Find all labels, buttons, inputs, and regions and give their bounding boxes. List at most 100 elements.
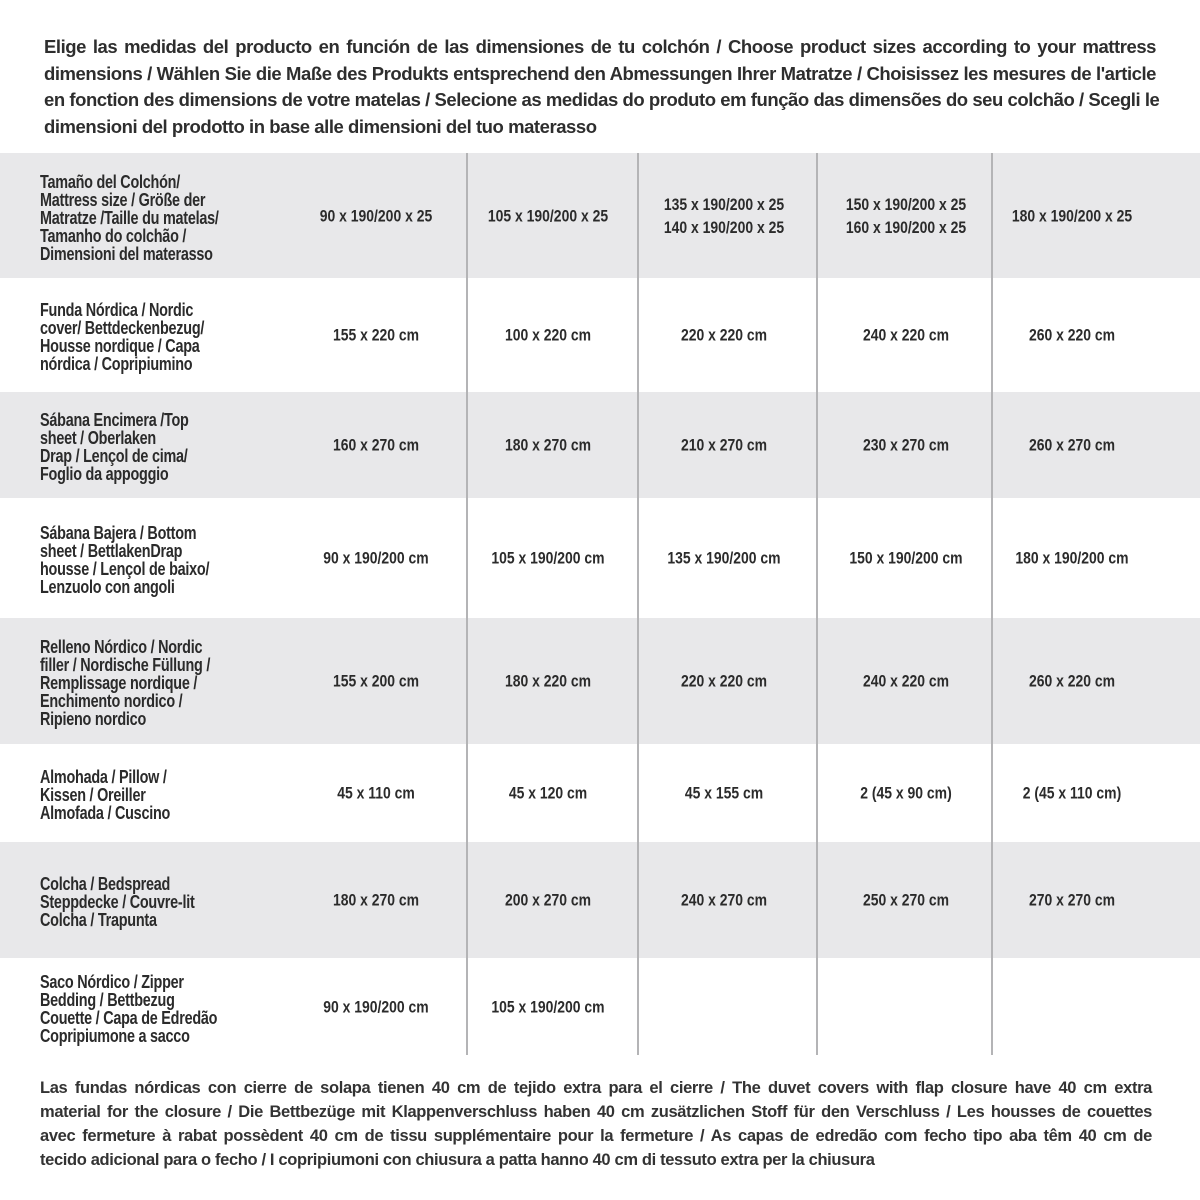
table-row: Saco Nórdico / Zipper Bedding / Bettbezug…: [0, 958, 1200, 1055]
size-value: 140 x 190/200 x 25: [663, 217, 785, 237]
size-value: 160 x 270 cm: [332, 435, 420, 455]
size-cell: 180 x 270 cm: [333, 889, 419, 912]
size-cell: 240 x 220 cm: [863, 670, 949, 693]
row-label-line: Almofada / Cuscino: [40, 803, 171, 823]
size-cell: 2 (45 x 90 cm): [860, 782, 951, 805]
intro-line: en fonction des dimensions de votre mate…: [44, 89, 1160, 110]
footnote-line: material for the closure / Die Bettbezüg…: [40, 1103, 1152, 1121]
table-row: Sábana Bajera / Bottom sheet / BettlakenD…: [0, 498, 1200, 618]
size-cell: 210 x 270 cm: [681, 434, 767, 457]
size-cell: 260 x 270 cm: [1029, 434, 1115, 457]
size-value: 155 x 220 cm: [332, 325, 420, 345]
row-label-line: Kissen / Oreiller: [40, 785, 146, 805]
size-cell: 105 x 190/200 cm: [491, 547, 604, 570]
row-label: Relleno Nórdico / Nordic filler / Nordisc…: [40, 638, 280, 728]
size-cell: 220 x 220 cm: [681, 324, 767, 347]
size-value: 180 x 270 cm: [504, 435, 592, 455]
row-label-line: filler / Nordische Füllung /: [40, 655, 211, 675]
row-label-line: Foglio da appoggio: [40, 464, 169, 484]
size-value: 105 x 190/200 cm: [491, 997, 605, 1016]
intro-paragraph: Elige las medidas del producto en funció…: [44, 34, 1160, 140]
row-label-line: Bedding / Bettbezug: [40, 989, 175, 1010]
size-value: 230 x 270 cm: [862, 435, 950, 455]
size-cell: 100 x 220 cm: [505, 324, 591, 347]
table-row: Colcha / Bedspread Steppdecke / Couvre-li…: [0, 842, 1200, 958]
size-value: 200 x 270 cm: [504, 890, 592, 910]
row-label-line: Enchimento nordico /: [40, 691, 183, 711]
header-row: Tamaño del Colchón/Mattress size / Größe…: [0, 153, 1200, 278]
size-cell: 105 x 190/200 cm: [491, 995, 604, 1018]
row-label-line: Mattress size / Größe der: [40, 189, 206, 210]
row-label-line: Almohada / Pillow /: [40, 767, 167, 787]
size-value: 105 x 190/200 x 25: [487, 206, 609, 225]
size-cell: 90 x 190/200 cm: [323, 547, 428, 570]
column-divider: [991, 153, 993, 1055]
row-label-line: Ripieno nordico: [40, 709, 146, 729]
row-label-line: Matratze /Taille du matelas/: [40, 207, 219, 228]
size-cell: 90 x 190/200 x 25: [320, 204, 432, 227]
row-label-line: Copripiumone a sacco: [40, 1025, 190, 1046]
size-value: 135 x 190/200 x 25: [663, 194, 785, 214]
size-cell: 160 x 270 cm: [333, 434, 419, 457]
table-row: Almohada / Pillow / Kissen / Oreiller Almo…: [0, 744, 1200, 842]
size-cell: 150 x 190/200 x 25 160 x 190/200 x 25: [846, 193, 966, 239]
size-value: 90 x 190/200 cm: [323, 997, 429, 1016]
size-value: 90 x 190/200 x 25: [319, 206, 433, 225]
size-cell: 220 x 220 cm: [681, 670, 767, 693]
column-divider: [816, 153, 818, 1055]
size-cell: 270 x 270 cm: [1029, 889, 1115, 912]
row-label-line: Sábana Bajera / Bottom: [40, 523, 197, 543]
size-cell: 135 x 190/200 x 25 140 x 190/200 x 25: [664, 193, 784, 239]
row-label-line: sheet / Oberlaken: [40, 428, 156, 448]
size-value: 135 x 190/200 cm: [667, 548, 781, 568]
size-value: 180 x 190/200 cm: [1015, 548, 1129, 568]
intro-line: Elige las medidas del producto en funció…: [44, 36, 1156, 57]
size-value: 45 x 120 cm: [508, 783, 588, 803]
footnote-paragraph: Las fundas nórdicas con cierre de solapa…: [40, 1076, 1152, 1172]
size-value: 180 x 220 cm: [504, 671, 592, 691]
size-value: 180 x 270 cm: [332, 890, 420, 910]
size-cell: 180 x 220 cm: [505, 670, 591, 693]
row-label-line: Tamanho do colchão /: [40, 225, 187, 246]
size-cell: 240 x 270 cm: [681, 889, 767, 912]
column-divider: [466, 153, 468, 1055]
row-label-line: Colcha / Trapunta: [40, 910, 157, 930]
row-label-line: Saco Nórdico / Zipper: [40, 971, 184, 992]
size-value: 150 x 190/200 x 25: [845, 194, 967, 214]
row-label-line: nórdica / Copripiumino: [40, 354, 193, 374]
size-value: 260 x 220 cm: [1028, 325, 1116, 345]
size-cell: 105 x 190/200 x 25: [488, 204, 608, 227]
table-row: Relleno Nórdico / Nordic filler / Nordisc…: [0, 618, 1200, 744]
row-label-line: Colcha / Bedspread: [40, 874, 171, 894]
size-value: 45 x 110 cm: [337, 783, 415, 803]
size-cell: 200 x 270 cm: [505, 889, 591, 912]
size-cell: 150 x 190/200 cm: [849, 547, 962, 570]
size-cell: 2 (45 x 110 cm): [1023, 782, 1121, 805]
size-cell: 250 x 270 cm: [863, 889, 949, 912]
footnote-line: tecido adicional para o fecho / I coprip…: [40, 1151, 875, 1169]
row-label: Tamaño del Colchón/Mattress size / Größe…: [40, 173, 280, 263]
footnote-line: avec fermeture à rabat possèdent 40 cm d…: [40, 1127, 1152, 1145]
size-value: 90 x 190/200 cm: [323, 548, 429, 568]
row-label-line: Funda Nórdica / Nordic: [40, 300, 194, 320]
row-label-line: Remplissage nordique /: [40, 673, 198, 693]
footnote-line: Las fundas nórdicas con cierre de solapa…: [40, 1079, 1152, 1097]
size-value: 240 x 270 cm: [680, 890, 768, 910]
size-cell: 45 x 110 cm: [337, 782, 415, 805]
size-cell: 260 x 220 cm: [1029, 324, 1115, 347]
size-value: 260 x 270 cm: [1028, 435, 1116, 455]
row-label: Saco Nórdico / Zipper Bedding / Bettbezug…: [40, 973, 280, 1045]
row-label-line: Sábana Encimera /Top: [40, 410, 189, 430]
size-value: 155 x 200 cm: [332, 671, 420, 691]
size-value: 45 x 155 cm: [684, 783, 764, 803]
size-cell: 135 x 190/200 cm: [667, 547, 780, 570]
size-value: 270 x 270 cm: [1028, 890, 1116, 910]
row-label-line: cover/ Bettdeckenbezug/: [40, 318, 205, 338]
size-value: 2 (45 x 110 cm): [1022, 783, 1122, 803]
row-label-line: Dimensioni del materasso: [40, 243, 213, 264]
table-row: Funda Nórdica / Nordic cover/ Bettdeckenb…: [0, 278, 1200, 392]
size-cell: 45 x 120 cm: [509, 782, 587, 805]
size-value: 100 x 220 cm: [504, 325, 592, 345]
row-label: Funda Nórdica / Nordic cover/ Bettdeckenb…: [40, 301, 280, 373]
size-value: 220 x 220 cm: [680, 325, 768, 345]
